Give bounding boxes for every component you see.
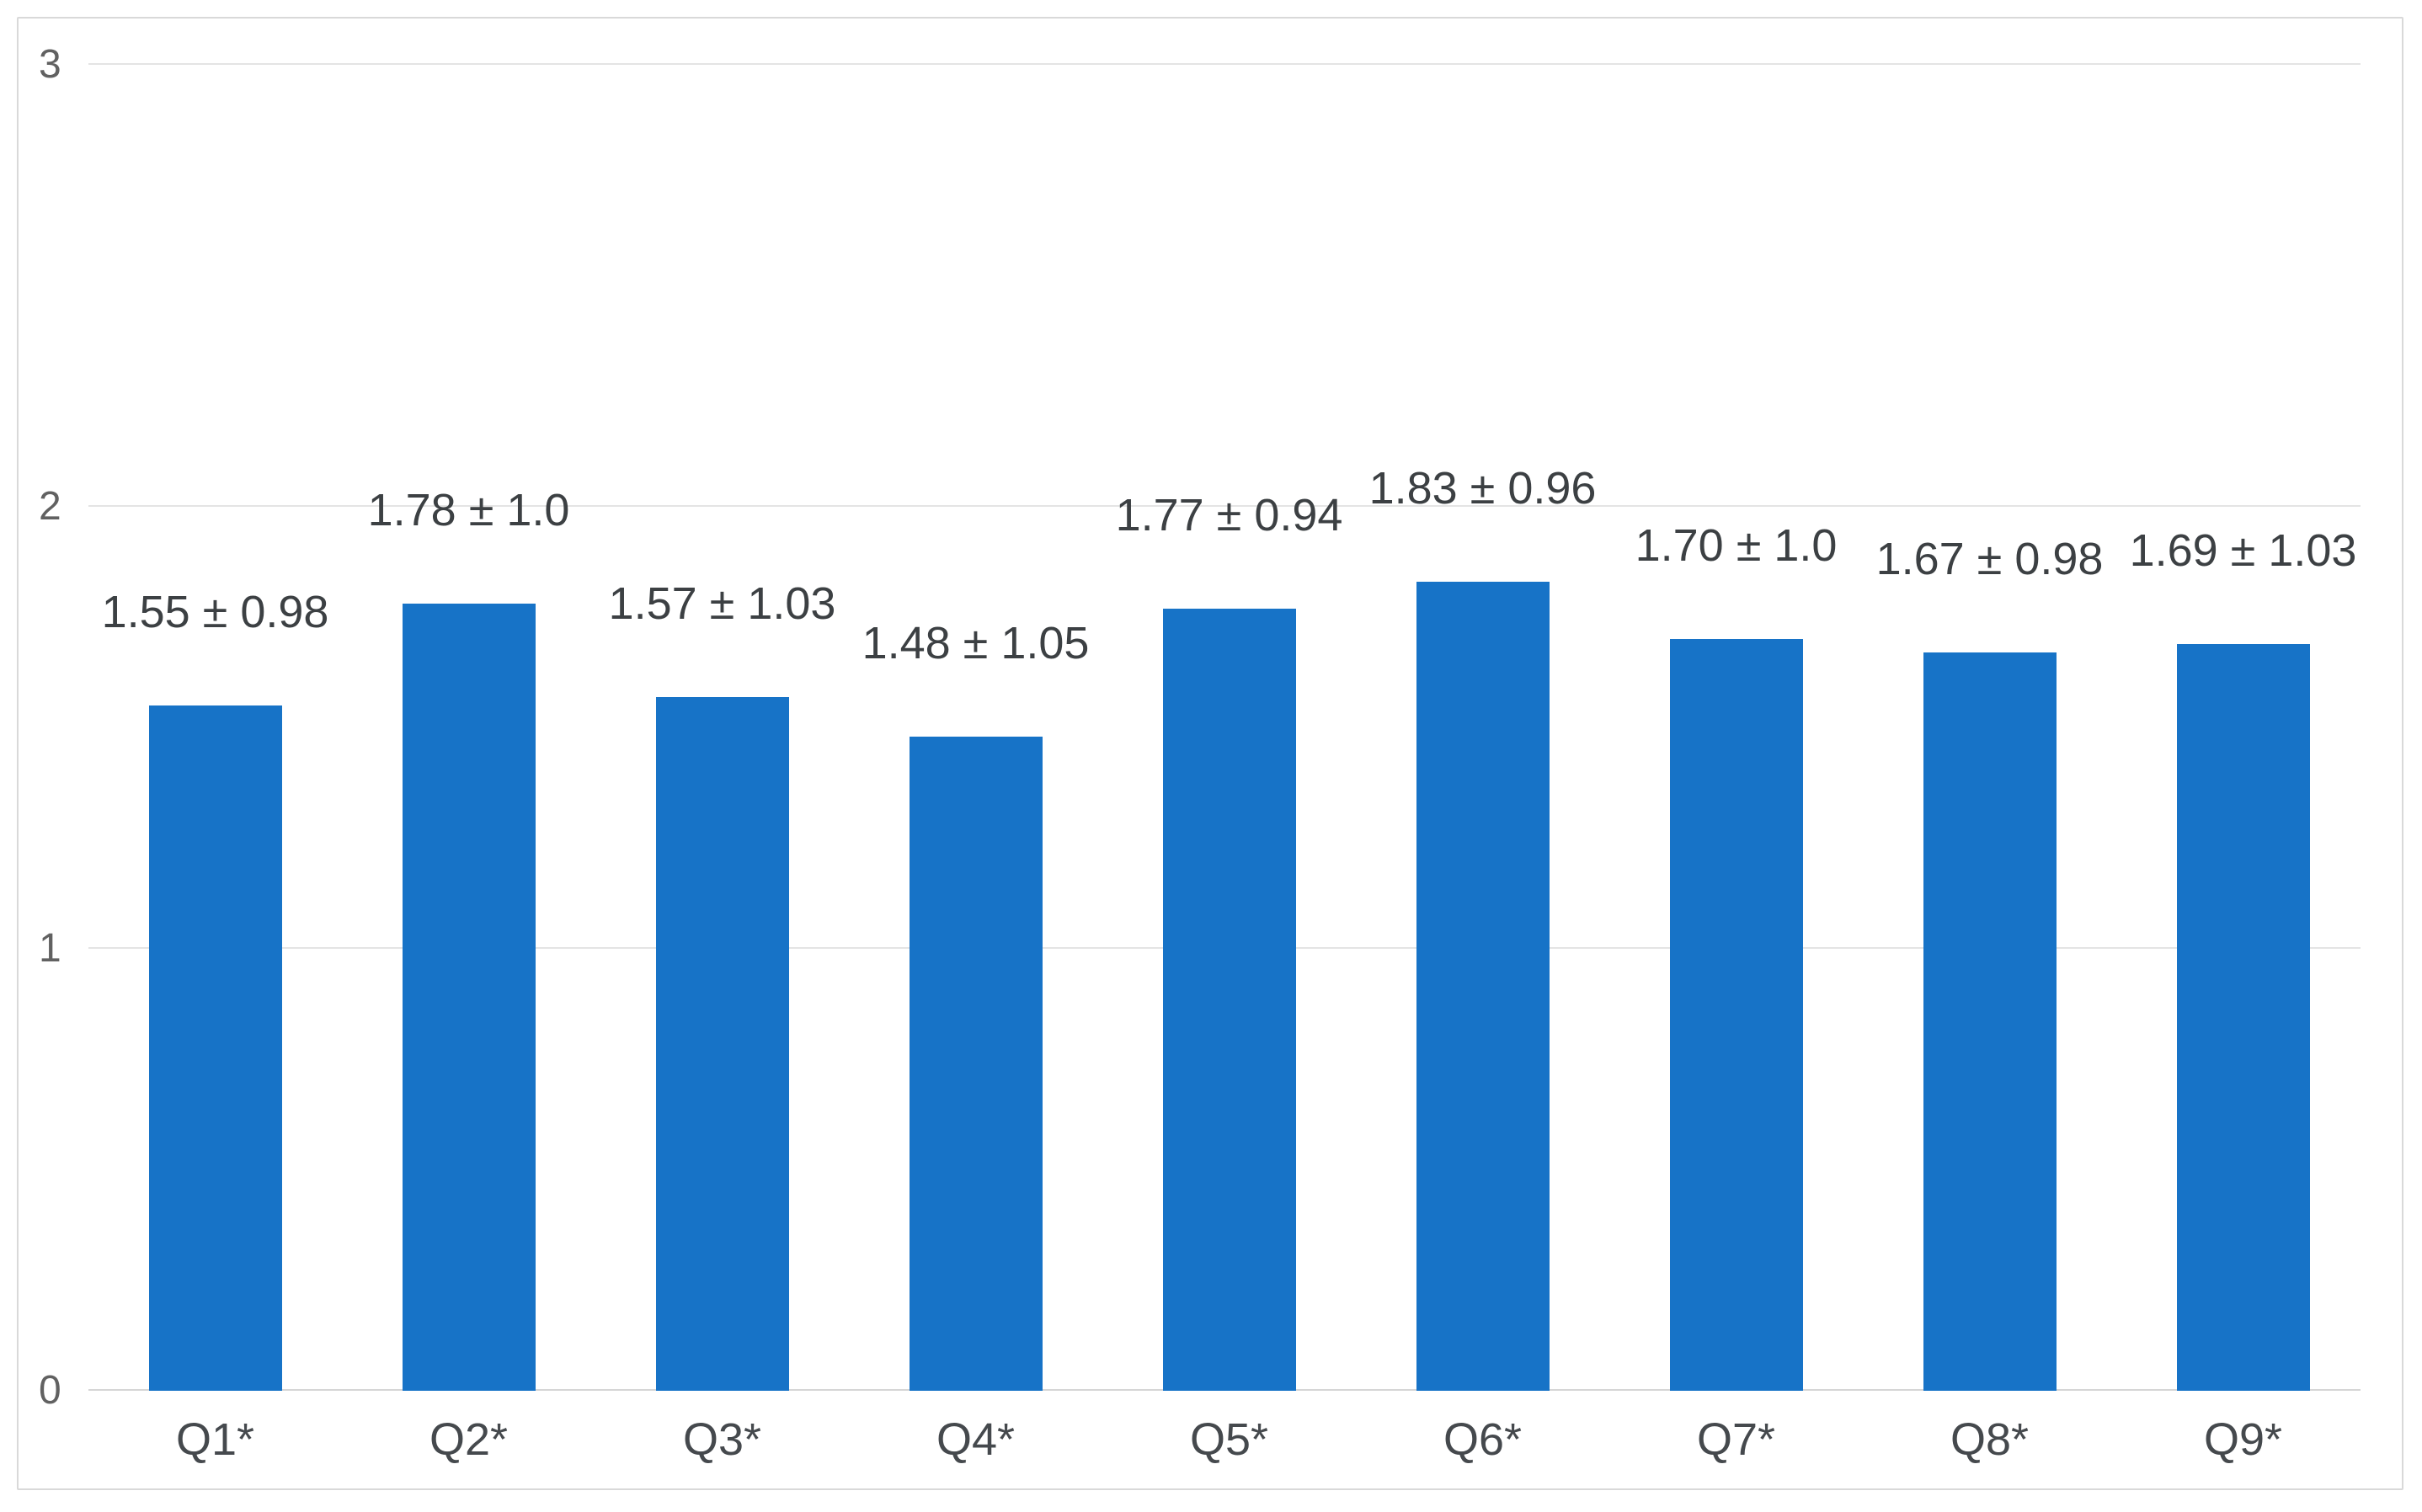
x-axis-label-Q2*: Q2* bbox=[429, 1414, 509, 1465]
bar-value-label-Q1*: 1.55 ± 0.98 bbox=[101, 587, 329, 637]
plot-area: 1.55 ± 0.98 1.78 ± 1.0 1.57 ± 1.03 1.48 ± 1… bbox=[88, 65, 2370, 1391]
y-tick-label-0: 0 bbox=[39, 1368, 61, 1413]
bar-Q1* bbox=[148, 705, 282, 1391]
bar-column-Q5*: 1.77 ± 0.94 bbox=[1102, 65, 1356, 1391]
bar-value-label-Q5*: 1.77 ± 0.94 bbox=[1115, 490, 1343, 540]
bar-column-Q8*: 1.67 ± 0.98 bbox=[1863, 65, 2116, 1391]
bar-value-label-Q7*: 1.70 ± 1.0 bbox=[1635, 520, 1838, 571]
bar-value-label-Q9*: 1.69 ± 1.03 bbox=[2129, 525, 2357, 576]
bar-column-Q9*: 1.69 ± 1.03 bbox=[2116, 65, 2370, 1391]
y-tick-label-1: 1 bbox=[39, 926, 61, 971]
x-axis-label-Q9*: Q9* bbox=[2203, 1414, 2283, 1465]
bar-column-Q2*: 1.78 ± 1.0 bbox=[342, 65, 595, 1391]
bar-Q8* bbox=[1923, 652, 2057, 1391]
bar-Q3* bbox=[655, 697, 789, 1391]
x-axis-label-Q6*: Q6* bbox=[1443, 1414, 1523, 1465]
x-axis-labels: Q1* Q2* Q3* Q4* Q5* Q6* Q7* Q8* Q9* bbox=[88, 1415, 2370, 1464]
bar-value-label-Q3*: 1.57 ± 1.03 bbox=[608, 578, 836, 629]
bar-column-Q6*: 1.83 ± 0.96 bbox=[1356, 65, 1609, 1391]
x-axis-label-Q1*: Q1* bbox=[175, 1414, 255, 1465]
bar-column-Q7*: 1.70 ± 1.0 bbox=[1609, 65, 1863, 1391]
bar-Q6* bbox=[1416, 582, 1550, 1391]
x-axis-label-Q5*: Q5* bbox=[1189, 1414, 1269, 1465]
x-axis-label-Q7*: Q7* bbox=[1696, 1414, 1776, 1465]
bar-Q2* bbox=[402, 604, 536, 1391]
gridline-y3 bbox=[88, 63, 2361, 65]
bar-Q5* bbox=[1162, 609, 1296, 1391]
y-tick-label-2: 2 bbox=[39, 484, 61, 529]
bar-column-Q4*: 1.48 ± 1.05 bbox=[849, 65, 1102, 1391]
bar-value-label-Q8*: 1.67 ± 0.98 bbox=[1875, 534, 2104, 584]
gridline-y2 bbox=[88, 505, 2361, 507]
bar-value-label-Q2*: 1.78 ± 1.0 bbox=[367, 485, 570, 535]
chart-frame: 0 1 2 3 1.55 ± 0.98 1.78 ± 1.0 1.57 ± 1.03 1.4… bbox=[17, 17, 2403, 1490]
bar-value-label-Q4*: 1.48 ± 1.05 bbox=[862, 618, 1090, 668]
bar-value-label-Q6*: 1.83 ± 0.96 bbox=[1368, 463, 1597, 514]
x-axis-label-Q4*: Q4* bbox=[936, 1414, 1016, 1465]
bar-column-Q3*: 1.57 ± 1.03 bbox=[595, 65, 849, 1391]
bar-Q9* bbox=[2176, 644, 2310, 1391]
bar-Q4* bbox=[909, 737, 1043, 1391]
y-tick-label-3: 3 bbox=[39, 42, 61, 87]
x-axis-label-Q8*: Q8* bbox=[1950, 1414, 2030, 1465]
x-axis-label-Q3*: Q3* bbox=[682, 1414, 762, 1465]
bar-column-Q1*: 1.55 ± 0.98 bbox=[88, 65, 342, 1391]
bar-Q7* bbox=[1669, 639, 1803, 1391]
